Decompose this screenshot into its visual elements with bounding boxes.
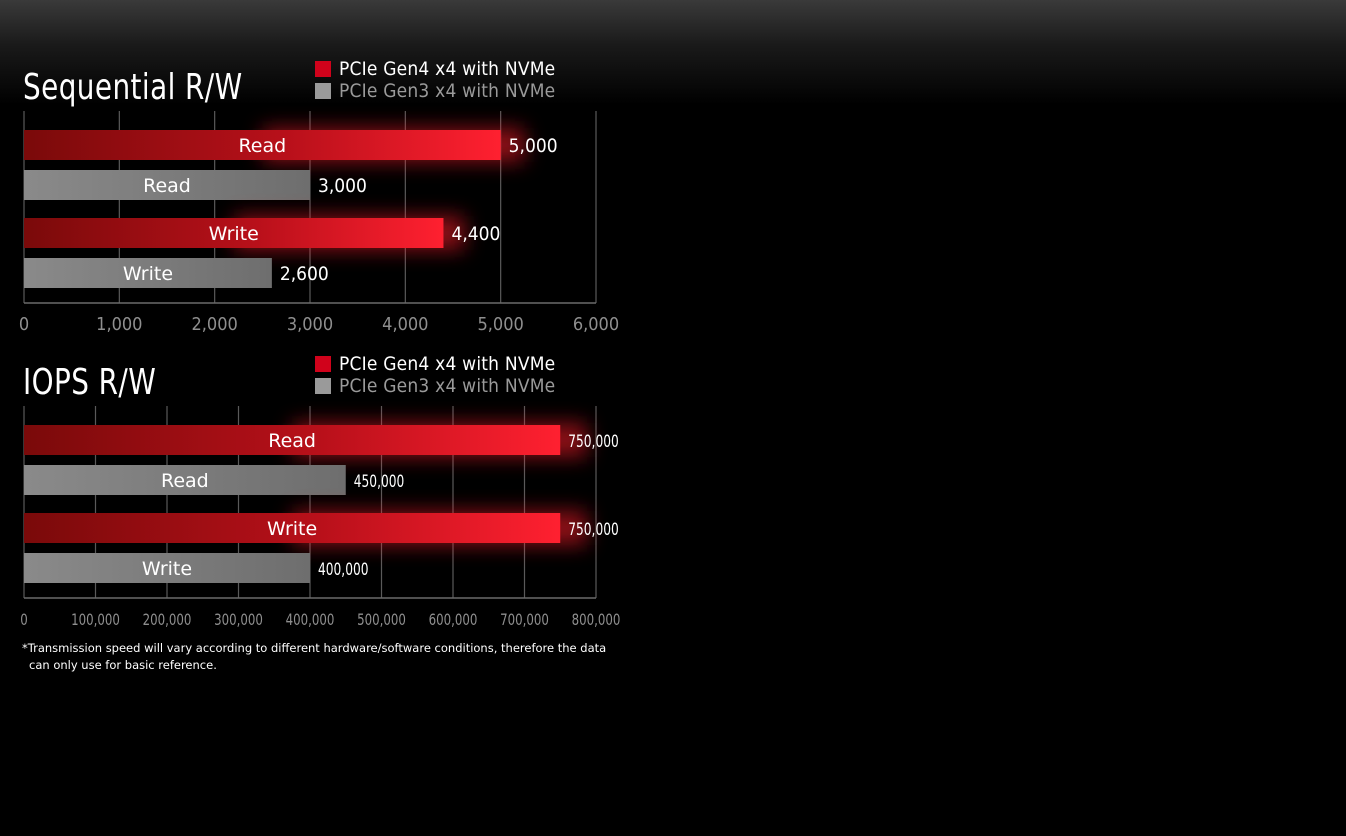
legend-swatch-gen4 <box>315 61 331 77</box>
bar-gen3-read <box>24 465 346 495</box>
bar-gen4-read <box>24 425 561 455</box>
legend-swatch-gen3 <box>315 83 331 99</box>
iops-chart-panel: IOPS R/W PCIe Gen4 x4 with NVMe PCIe Gen… <box>0 353 660 643</box>
chart-legend: PCIe Gen4 x4 with NVMe PCIe Gen3 x4 with… <box>315 58 555 102</box>
legend-item-gen4: PCIe Gen4 x4 with NVMe <box>315 58 555 80</box>
legend-label-gen3: PCIe Gen3 x4 with NVMe <box>339 80 556 102</box>
x-tick-label: 2,000 <box>191 314 237 335</box>
legend-swatch-gen3 <box>315 378 331 394</box>
footnote-line-2: can only use for basic reference. <box>29 658 217 672</box>
legend-label-gen4: PCIe Gen4 x4 with NVMe <box>339 58 556 80</box>
sequential-chart-panel: Sequential R/W PCIe Gen4 x4 with NVMe PC… <box>0 58 660 348</box>
x-tick-label: 0 <box>19 314 29 335</box>
bar-value-label: 450,000 <box>354 472 405 492</box>
bar-gen4-write <box>24 218 444 248</box>
x-tick-label: 6,000 <box>573 314 619 335</box>
chart-legend: PCIe Gen4 x4 with NVMe PCIe Gen3 x4 with… <box>315 353 555 397</box>
bar-category-label: Read <box>143 175 191 197</box>
bar-gen4-write <box>24 513 561 543</box>
x-tick-label: 400,000 <box>286 611 335 630</box>
footnote-line-1: *Transmission speed will vary according … <box>22 641 607 655</box>
bar-value-label: 2,600 <box>280 263 329 285</box>
x-tick-label: 100,000 <box>71 611 120 630</box>
x-tick-label: 200,000 <box>143 611 192 630</box>
bar-value-label: 5,000 <box>509 135 558 157</box>
bar-value-label: 400,000 <box>318 560 369 580</box>
x-tick-label: 800,000 <box>572 611 621 630</box>
x-tick-label: 700,000 <box>500 611 549 630</box>
legend-label-gen4: PCIe Gen4 x4 with NVMe <box>339 353 556 375</box>
bar-gen4-read <box>24 130 501 160</box>
iops-chart-plot: 0 100,000 200,000 300,000 400,000 500,000 600,… <box>20 406 621 630</box>
legend-item-gen3: PCIe Gen3 x4 with NVMe <box>315 375 555 397</box>
bar-gen3-read <box>24 170 310 200</box>
legend-item-gen4: PCIe Gen4 x4 with NVMe <box>315 353 555 375</box>
bar-value-label: 3,000 <box>318 175 367 197</box>
x-tick-label: 0 <box>20 611 28 630</box>
x-tick-label: 5,000 <box>477 314 523 335</box>
bar-value-label: 4,400 <box>451 223 500 245</box>
bar-gen3-write <box>24 553 310 583</box>
bar-category-label: Read <box>238 135 286 157</box>
x-tick-label: 300,000 <box>214 611 263 630</box>
x-tick-label: 3,000 <box>287 314 333 335</box>
bar-category-label: Write <box>142 558 192 580</box>
chart-title: IOPS R/W <box>23 362 157 403</box>
legend-swatch-gen4 <box>315 356 331 372</box>
x-tick-label: 600,000 <box>429 611 478 630</box>
legend-item-gen3: PCIe Gen3 x4 with NVMe <box>315 80 555 102</box>
chart-title: Sequential R/W <box>23 67 243 108</box>
x-tick-label: 500,000 <box>357 611 406 630</box>
bar-value-label: 750,000 <box>568 520 619 540</box>
sequential-chart-plot: 0 1,000 2,000 3,000 4,000 5,000 6,000 Read 5,000… <box>19 111 619 335</box>
footnote: *Transmission speed will vary according … <box>22 640 622 674</box>
bar-category-label: Read <box>161 470 209 492</box>
bar-gen3-write <box>24 258 272 288</box>
bar-value-label: 750,000 <box>568 432 619 452</box>
bar-category-label: Write <box>123 263 173 285</box>
x-tick-label: 1,000 <box>96 314 142 335</box>
bar-category-label: Write <box>209 223 259 245</box>
bar-category-label: Write <box>267 518 317 540</box>
legend-label-gen3: PCIe Gen3 x4 with NVMe <box>339 375 556 397</box>
bar-category-label: Read <box>268 430 316 452</box>
x-tick-label: 4,000 <box>382 314 428 335</box>
